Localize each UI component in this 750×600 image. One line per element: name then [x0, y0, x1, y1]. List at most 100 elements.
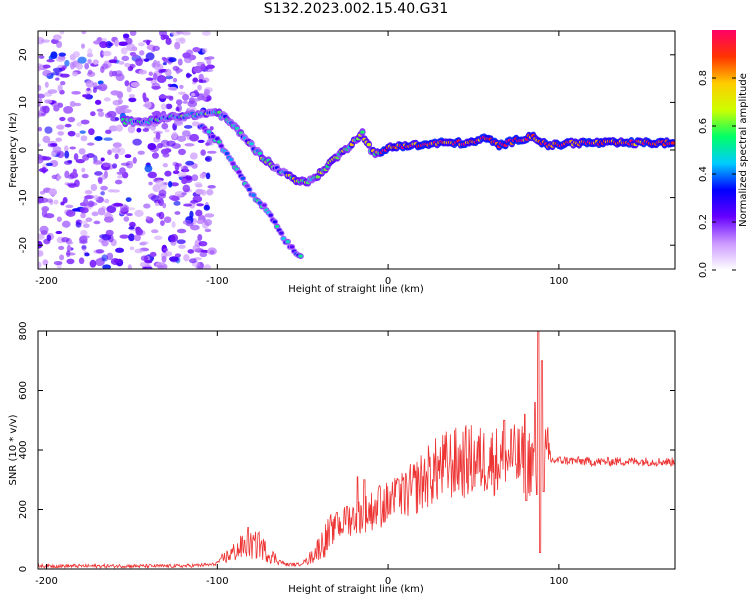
noise-speckle [161, 56, 167, 61]
noise-speckle [104, 198, 110, 204]
noise-speckle [132, 138, 142, 146]
noise-speckle [59, 73, 70, 78]
noise-speckle [106, 252, 114, 261]
noise-speckle [71, 71, 78, 77]
noise-speckle [114, 117, 120, 121]
noise-speckle [102, 162, 111, 168]
noise-speckle [168, 181, 173, 188]
noise-speckle [162, 202, 167, 209]
noise-speckle [128, 160, 134, 169]
noise-speckle [165, 75, 174, 80]
noise-speckle [103, 211, 112, 218]
noise-speckle [192, 46, 201, 53]
noise-speckle [155, 131, 161, 140]
noise-speckle [122, 33, 130, 39]
noise-speckle [178, 244, 186, 249]
ridge-core [285, 240, 290, 244]
noise-speckle [181, 130, 191, 137]
noise-speckle [67, 159, 73, 164]
noise-speckle [61, 65, 67, 70]
noise-speckle [165, 37, 172, 45]
noise-speckle [44, 126, 53, 134]
noise-speckle [50, 151, 56, 158]
noise-speckle [174, 253, 182, 258]
x-tick-label: -100 [206, 576, 229, 587]
noise-speckle [134, 209, 144, 217]
noise-speckle [120, 162, 131, 166]
noise-speckle [206, 64, 215, 70]
noise-speckle [44, 213, 55, 219]
noise-speckle [172, 170, 180, 175]
noise-speckle [94, 136, 103, 142]
noise-speckle [53, 260, 63, 266]
noise-speckle [189, 258, 197, 264]
noise-speckle [174, 162, 180, 171]
noise-speckle [46, 234, 52, 242]
noise-speckle [139, 50, 145, 56]
noise-speckle [164, 251, 173, 257]
noise-speckle [204, 88, 211, 96]
noise-speckle [204, 155, 213, 162]
noise-speckle [86, 153, 95, 159]
noise-speckle [82, 223, 90, 229]
noise-speckle [93, 220, 101, 225]
noise-speckle [42, 259, 49, 266]
noise-speckle [112, 99, 122, 106]
noise-speckle [62, 197, 68, 204]
noise-speckle [144, 260, 153, 264]
noise-speckle [92, 82, 98, 88]
noise-speckle [196, 203, 204, 207]
noise-speckle [207, 150, 217, 154]
noise-speckle [113, 258, 122, 264]
noise-speckle [170, 195, 178, 201]
noise-speckle [206, 56, 215, 60]
noise-speckle [152, 73, 158, 81]
noise-speckle [141, 241, 149, 245]
noise-speckle [154, 202, 160, 207]
noise-speckle [38, 93, 46, 99]
noise-speckle [59, 31, 65, 35]
noise-speckle [163, 216, 172, 224]
ridge-core [281, 236, 286, 241]
noise-speckle [160, 34, 166, 41]
noise-speckle [182, 219, 192, 225]
noise-speckle [209, 249, 215, 255]
colorbar-label: Normalized spectral amplitude [738, 73, 749, 227]
noise-speckle [156, 264, 165, 269]
noise-speckle [93, 194, 99, 201]
noise-speckle [193, 65, 203, 74]
ridge-core [240, 176, 246, 180]
noise-speckle [106, 110, 117, 118]
noise-speckle [161, 122, 169, 130]
heatmap-x-label: Height of straight line (km) [288, 284, 424, 295]
noise-speckle [87, 58, 92, 65]
noise-speckle [105, 129, 112, 135]
noise-speckle [191, 174, 199, 182]
noise-speckle [79, 202, 86, 207]
noise-speckle [174, 41, 181, 50]
noise-speckle [136, 127, 142, 133]
noise-speckle [103, 137, 113, 141]
noise-speckle [204, 68, 214, 73]
noise-speckle [80, 229, 88, 237]
noise-speckle [120, 106, 127, 111]
noise-speckle [183, 203, 193, 207]
noise-speckle [115, 247, 125, 253]
noise-speckle [86, 87, 91, 92]
noise-speckle [123, 216, 130, 222]
noise-speckle [164, 129, 170, 133]
noise-speckle [170, 234, 179, 242]
noise-speckle [137, 150, 145, 155]
noise-speckle [175, 37, 185, 42]
noise-speckle [176, 239, 186, 245]
colorbar-tick-label: 0.6 [698, 118, 709, 134]
noise-speckle [106, 205, 117, 214]
noise-speckle [153, 235, 163, 241]
noise-speckle [67, 130, 76, 137]
noise-speckle [85, 217, 93, 222]
noise-speckle [57, 84, 63, 92]
noise-speckle [74, 102, 82, 107]
y-tick-label: 600 [18, 381, 29, 400]
noise-speckle [118, 41, 128, 46]
